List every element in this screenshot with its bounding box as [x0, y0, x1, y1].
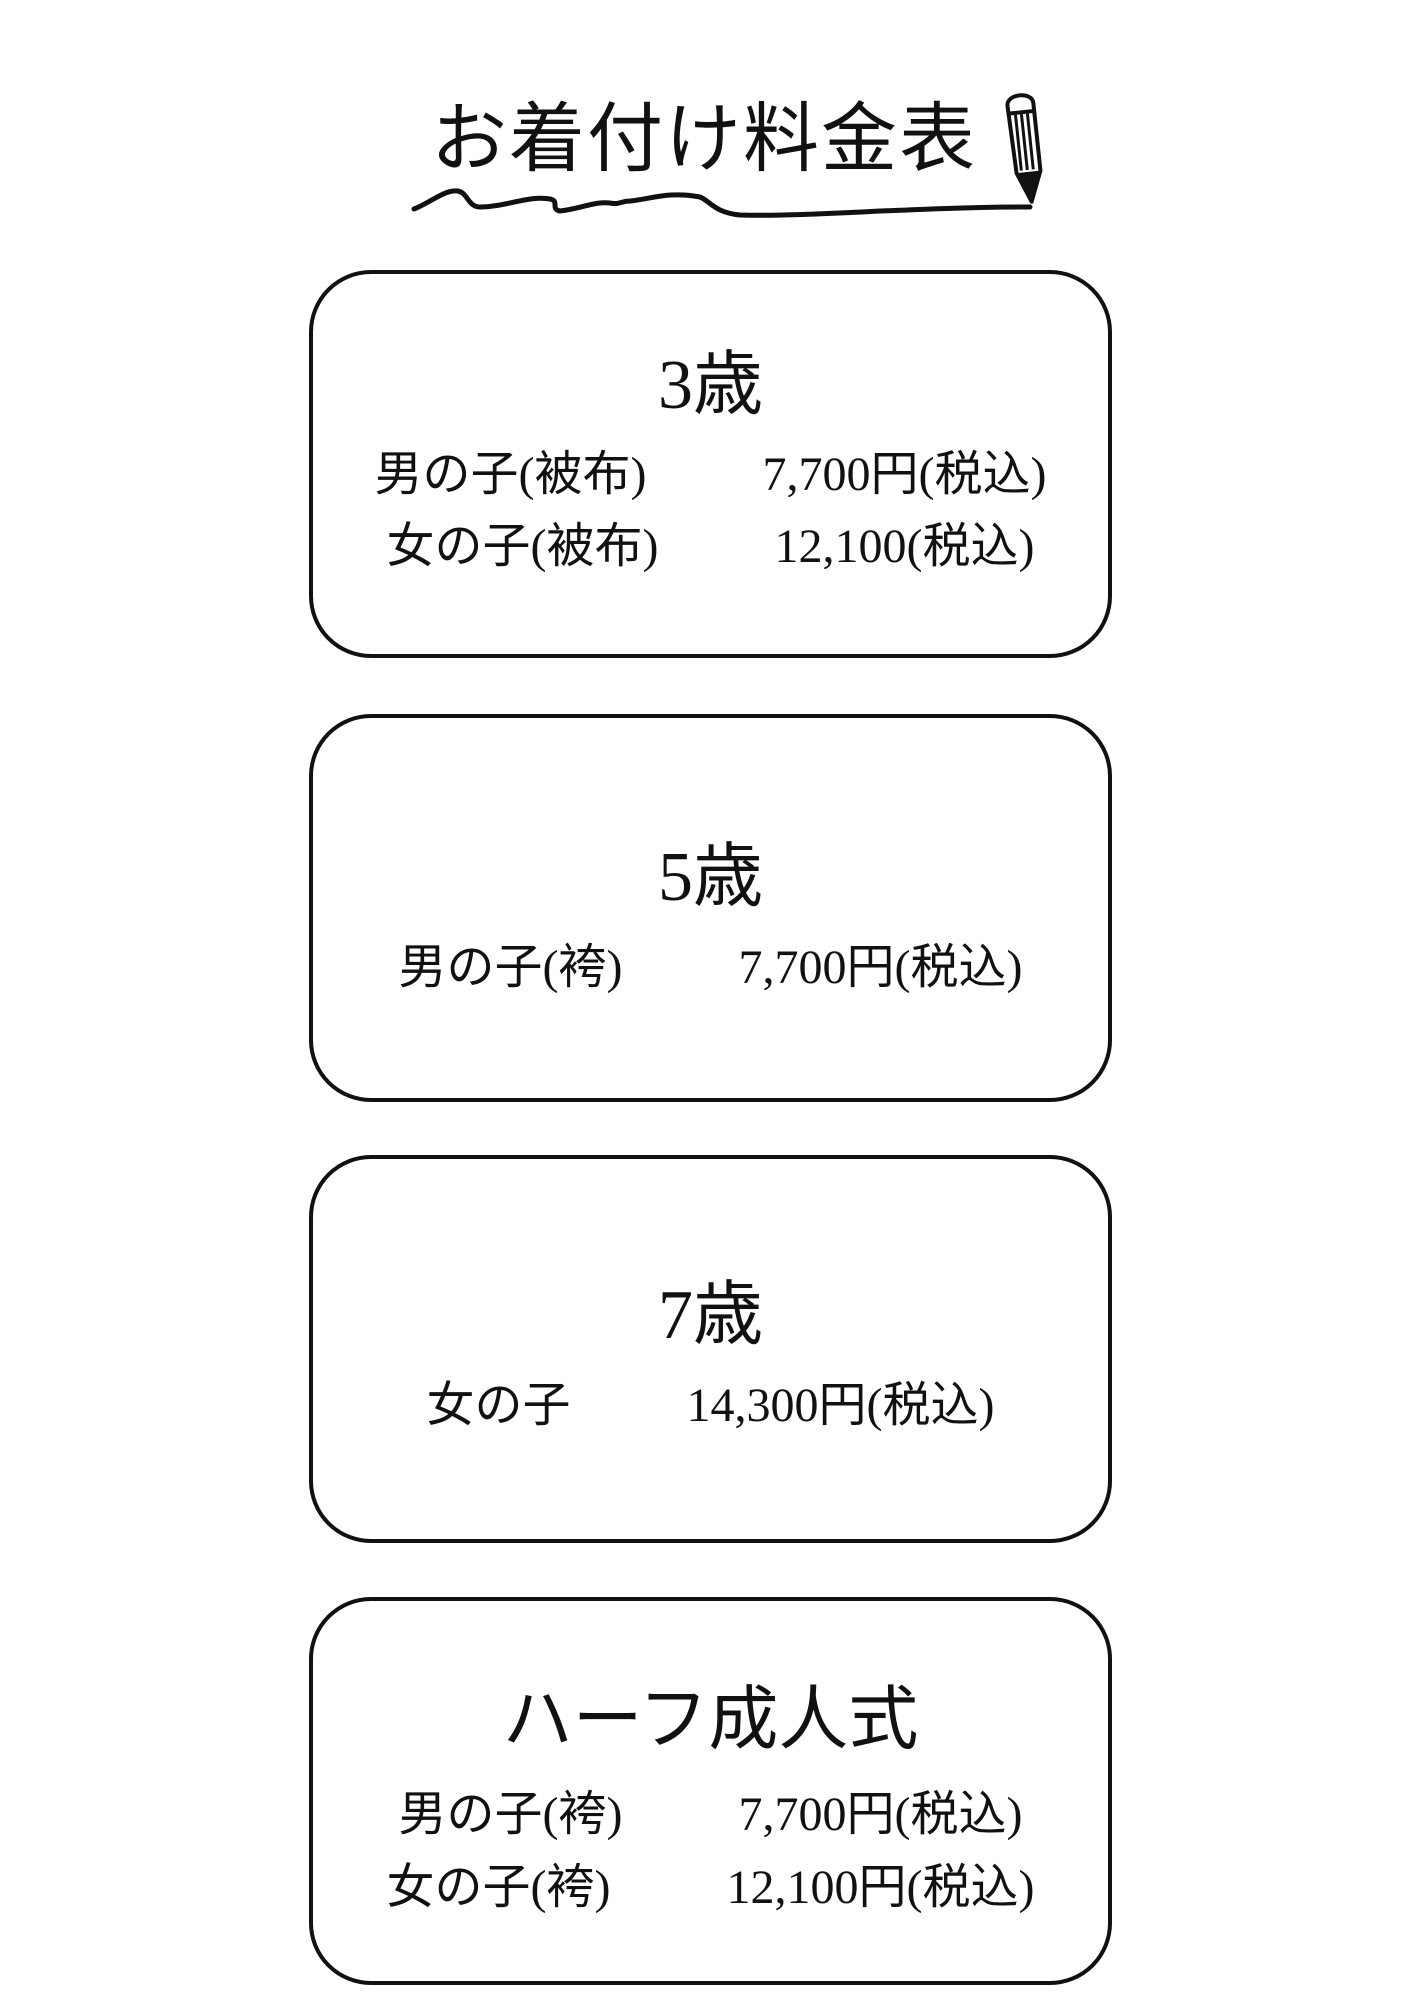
row-price: 7,700円(税込) [738, 1788, 1023, 1841]
price-card-7-years: 7歳 女の子 14,300円(税込) [309, 1155, 1112, 1543]
row-price: 12,100(税込) [774, 520, 1035, 573]
price-row: 女の子 14,300円(税込) [313, 1378, 1108, 1434]
card-heading: ハーフ成人式 [502, 1682, 919, 1759]
price-card-3-years: 3歳 男の子(被布) 7,700円(税込) 女の子(被布) 12,100(税込) [309, 270, 1112, 658]
row-label: 男の子(袴) [398, 941, 623, 994]
price-card-5-years: 5歳 男の子(袴) 7,700円(税込) [309, 714, 1112, 1102]
row-label: 女の子 [426, 1379, 571, 1432]
row-label: 女の子(被布) [386, 520, 659, 573]
row-price: 7,700円(税込) [762, 448, 1047, 501]
row-label: 女の子(袴) [386, 1861, 611, 1914]
row-price: 12,100円(税込) [726, 1861, 1035, 1914]
row-label: 男の子(被布) [374, 448, 647, 501]
card-heading: 3歳 [658, 347, 763, 424]
card-heading: 7歳 [658, 1277, 763, 1354]
price-row: 男の子(袴) 7,700円(税込) [313, 940, 1108, 996]
price-row: 女の子(袴) 12,100円(税込) [313, 1860, 1108, 1916]
row-label: 男の子(袴) [398, 1788, 623, 1841]
price-row: 男の子(被布) 7,700円(税込) [313, 447, 1108, 503]
price-row: 男の子(袴) 7,700円(税込) [313, 1787, 1108, 1843]
row-price: 14,300円(税込) [686, 1379, 995, 1432]
wavy-underline [411, 188, 1033, 218]
page-title: お着付け料金表 [431, 98, 977, 182]
row-price: 7,700円(税込) [738, 941, 1023, 994]
pencil-icon [1005, 93, 1043, 204]
card-heading: 5歳 [658, 839, 763, 916]
price-row: 女の子(被布) 12,100(税込) [313, 519, 1108, 575]
price-card-half-coming-of-age: ハーフ成人式 男の子(袴) 7,700円(税込) 女の子(袴) 12,100円(… [309, 1597, 1112, 1985]
